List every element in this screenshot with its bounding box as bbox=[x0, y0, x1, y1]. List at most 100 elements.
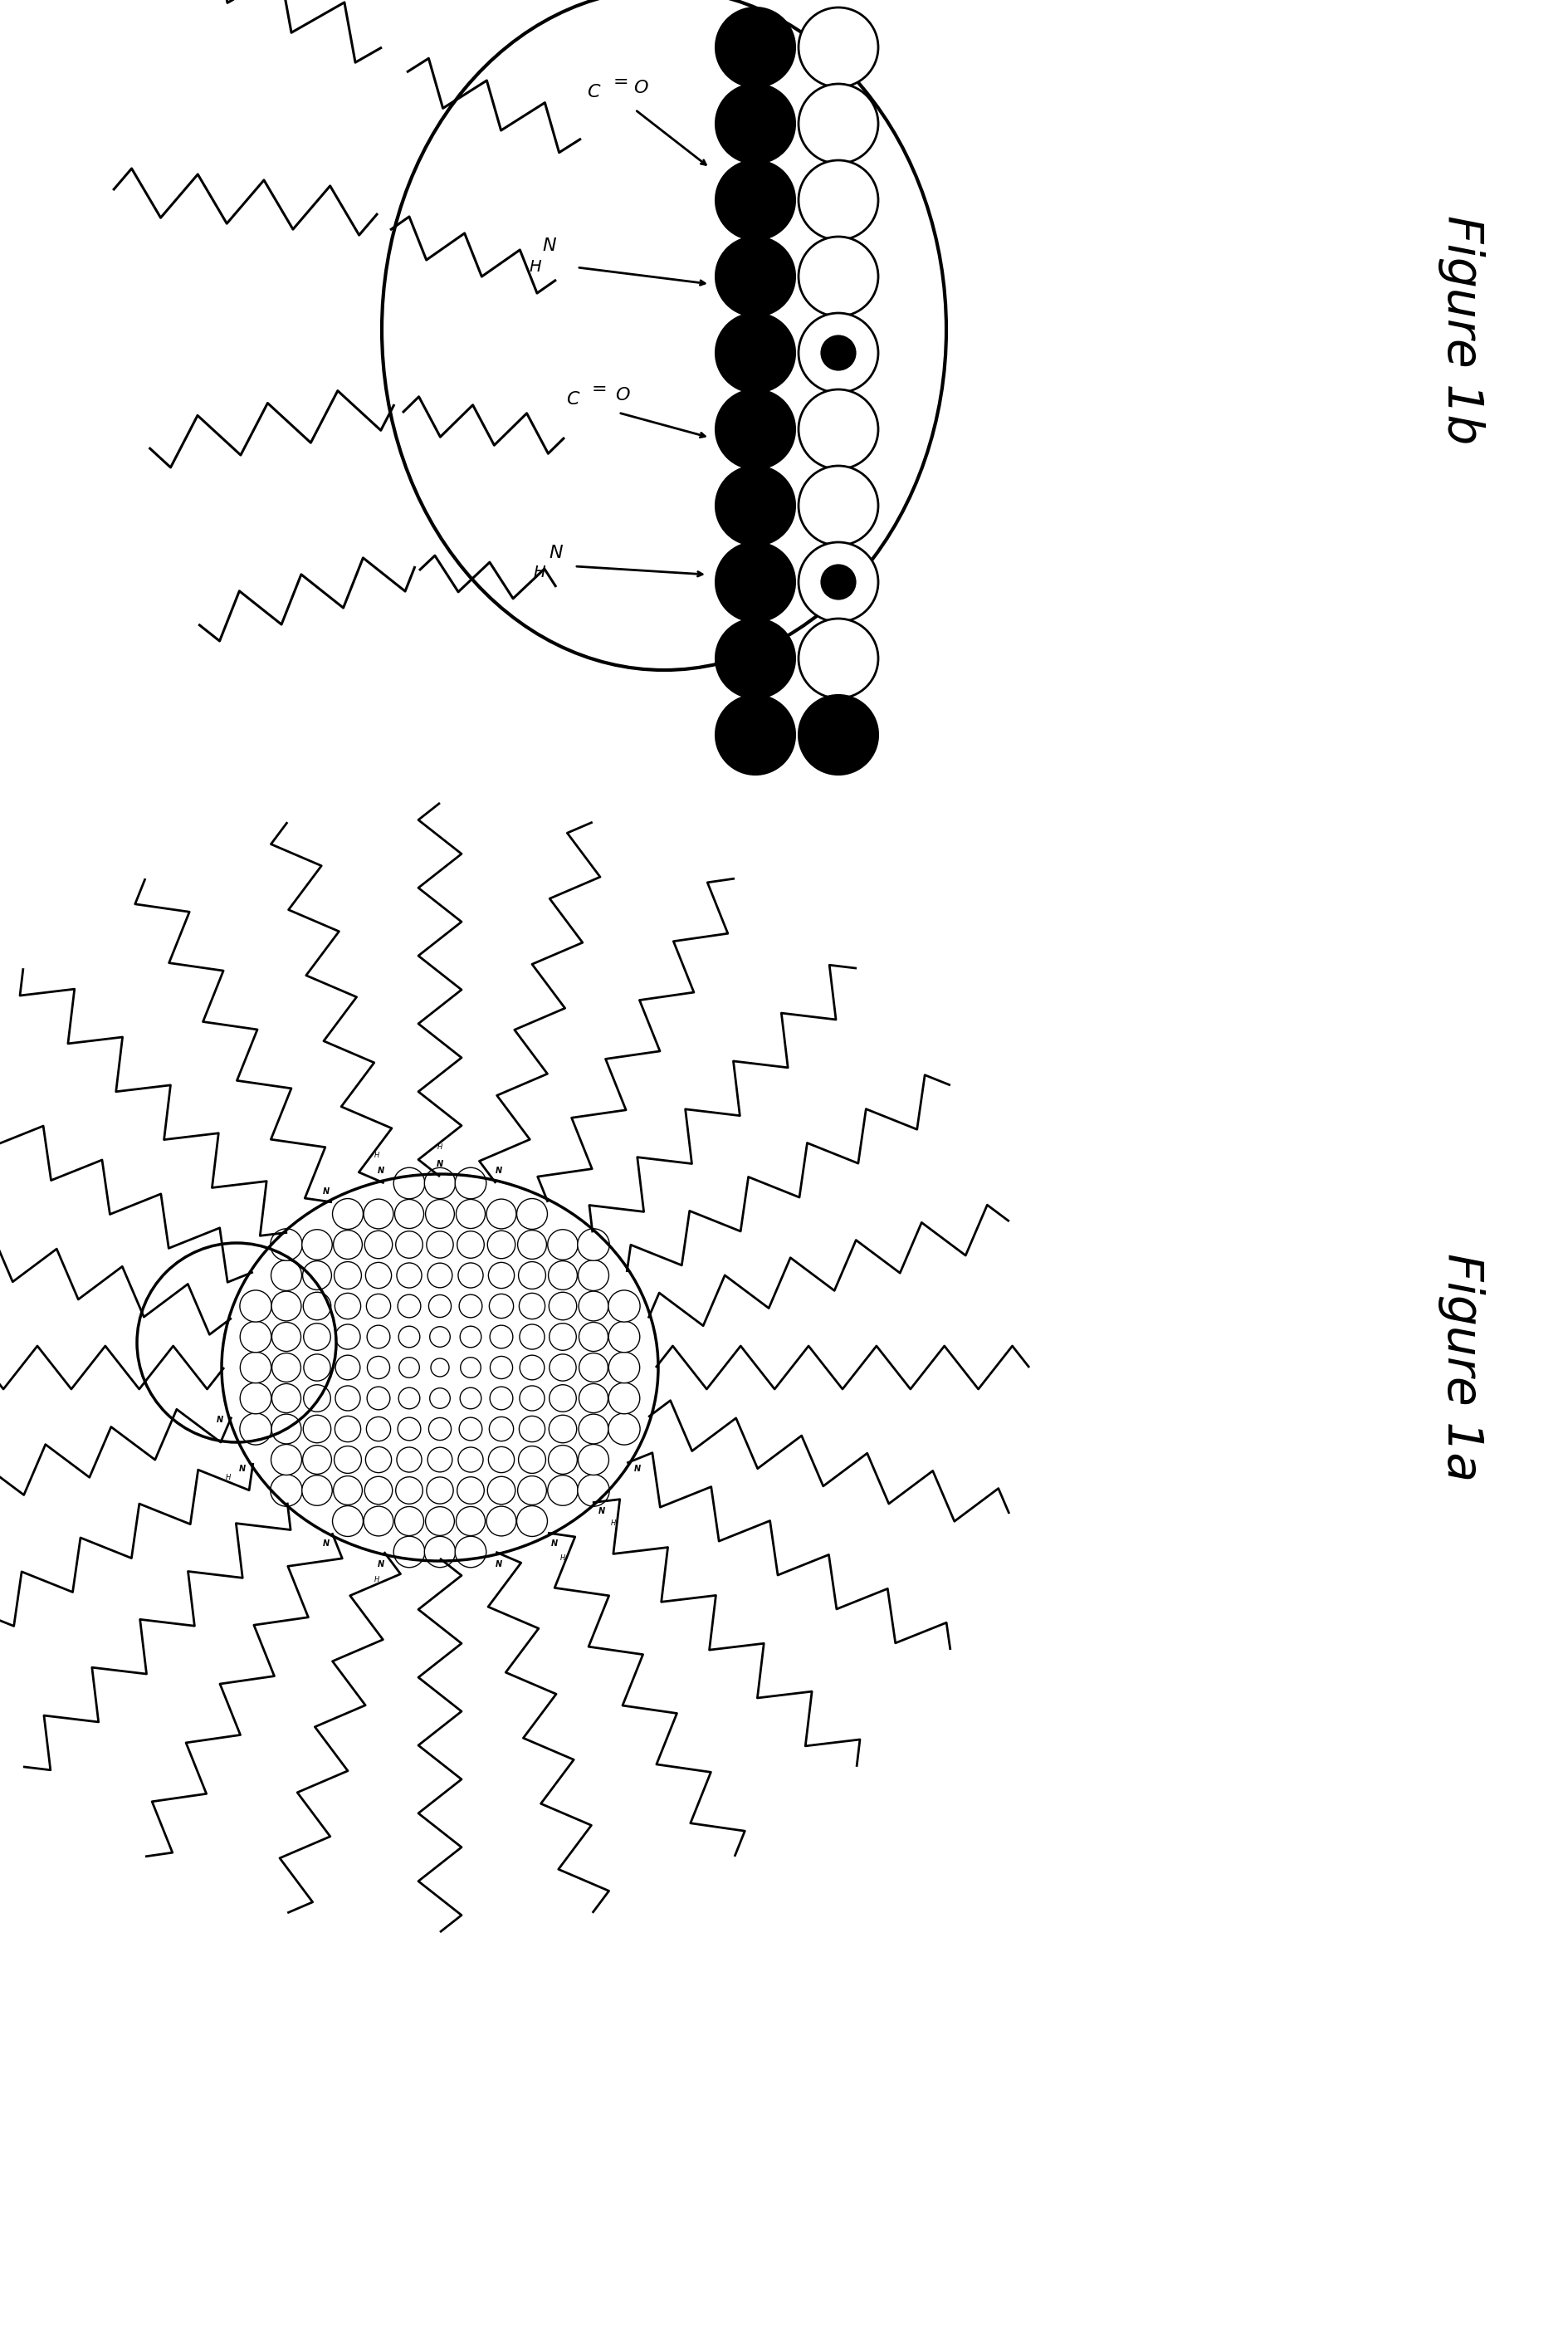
Circle shape bbox=[579, 1261, 608, 1291]
Circle shape bbox=[577, 1474, 610, 1506]
Circle shape bbox=[395, 1506, 423, 1537]
Text: Figure 1a: Figure 1a bbox=[1438, 1254, 1485, 1481]
Circle shape bbox=[425, 1200, 455, 1228]
Circle shape bbox=[398, 1326, 420, 1347]
Text: H: H bbox=[533, 564, 546, 580]
Circle shape bbox=[367, 1293, 390, 1319]
Circle shape bbox=[798, 617, 878, 699]
Text: H: H bbox=[437, 1144, 442, 1151]
Text: N: N bbox=[549, 545, 563, 561]
Circle shape bbox=[334, 1476, 362, 1504]
Circle shape bbox=[303, 1261, 331, 1289]
Circle shape bbox=[517, 1506, 547, 1537]
Circle shape bbox=[547, 1476, 579, 1506]
Circle shape bbox=[715, 313, 795, 393]
Circle shape bbox=[428, 1263, 452, 1289]
Circle shape bbox=[304, 1354, 331, 1380]
Circle shape bbox=[549, 1261, 577, 1289]
Circle shape bbox=[270, 1474, 303, 1506]
Circle shape bbox=[459, 1417, 481, 1441]
Circle shape bbox=[332, 1198, 364, 1230]
Circle shape bbox=[519, 1261, 546, 1289]
Circle shape bbox=[608, 1322, 640, 1352]
Text: N: N bbox=[597, 1506, 605, 1516]
Circle shape bbox=[608, 1413, 640, 1446]
Circle shape bbox=[519, 1446, 546, 1474]
Circle shape bbox=[456, 1506, 485, 1537]
Text: N: N bbox=[378, 1560, 384, 1567]
Circle shape bbox=[715, 617, 795, 699]
Circle shape bbox=[240, 1322, 271, 1352]
Circle shape bbox=[798, 7, 878, 87]
Circle shape bbox=[547, 1230, 579, 1261]
Circle shape bbox=[519, 1415, 546, 1441]
Text: =: = bbox=[613, 75, 629, 91]
Circle shape bbox=[336, 1385, 361, 1410]
Text: =: = bbox=[591, 381, 607, 398]
Circle shape bbox=[798, 236, 878, 316]
Circle shape bbox=[715, 236, 795, 316]
Circle shape bbox=[271, 1352, 301, 1382]
Circle shape bbox=[549, 1324, 577, 1350]
Circle shape bbox=[798, 313, 878, 393]
Circle shape bbox=[519, 1385, 544, 1410]
Circle shape bbox=[303, 1291, 331, 1319]
Circle shape bbox=[517, 1198, 547, 1230]
Text: C: C bbox=[586, 84, 601, 101]
Circle shape bbox=[456, 1200, 485, 1228]
Circle shape bbox=[336, 1293, 361, 1319]
Circle shape bbox=[367, 1387, 390, 1410]
Circle shape bbox=[489, 1293, 513, 1319]
Circle shape bbox=[715, 388, 795, 470]
Circle shape bbox=[519, 1354, 544, 1380]
Circle shape bbox=[425, 1506, 455, 1537]
Circle shape bbox=[517, 1230, 547, 1258]
Circle shape bbox=[820, 334, 856, 372]
Circle shape bbox=[458, 1230, 485, 1258]
Circle shape bbox=[304, 1324, 331, 1350]
Circle shape bbox=[798, 388, 878, 470]
Circle shape bbox=[458, 1476, 485, 1504]
Circle shape bbox=[395, 1200, 423, 1228]
Circle shape bbox=[332, 1506, 364, 1537]
Text: N: N bbox=[436, 1160, 444, 1167]
Circle shape bbox=[459, 1326, 481, 1347]
Circle shape bbox=[365, 1263, 392, 1289]
Circle shape bbox=[398, 1357, 419, 1378]
Circle shape bbox=[549, 1446, 577, 1474]
Circle shape bbox=[240, 1382, 271, 1413]
Circle shape bbox=[398, 1417, 420, 1441]
Circle shape bbox=[271, 1385, 301, 1413]
Circle shape bbox=[397, 1448, 422, 1471]
Circle shape bbox=[549, 1291, 577, 1319]
Circle shape bbox=[271, 1415, 301, 1443]
Circle shape bbox=[334, 1261, 362, 1289]
Circle shape bbox=[428, 1448, 452, 1471]
Circle shape bbox=[579, 1291, 608, 1322]
Circle shape bbox=[715, 543, 795, 622]
Circle shape bbox=[397, 1263, 422, 1289]
Circle shape bbox=[458, 1263, 483, 1289]
Circle shape bbox=[488, 1476, 516, 1504]
Text: N: N bbox=[238, 1464, 246, 1474]
Circle shape bbox=[428, 1296, 452, 1317]
Circle shape bbox=[579, 1446, 608, 1476]
Text: N: N bbox=[543, 239, 557, 255]
Circle shape bbox=[715, 465, 795, 545]
Text: H: H bbox=[373, 1576, 379, 1584]
Circle shape bbox=[430, 1387, 450, 1408]
Circle shape bbox=[579, 1415, 608, 1443]
Text: N: N bbox=[323, 1188, 329, 1195]
Circle shape bbox=[367, 1357, 390, 1378]
Circle shape bbox=[798, 695, 878, 774]
Text: H: H bbox=[560, 1555, 564, 1562]
Circle shape bbox=[425, 1537, 455, 1567]
Circle shape bbox=[488, 1230, 516, 1258]
Circle shape bbox=[304, 1385, 331, 1413]
Circle shape bbox=[336, 1415, 361, 1441]
Ellipse shape bbox=[224, 1177, 655, 1558]
Circle shape bbox=[365, 1476, 392, 1504]
Circle shape bbox=[489, 1387, 513, 1410]
Circle shape bbox=[425, 1167, 455, 1198]
Circle shape bbox=[820, 564, 856, 601]
